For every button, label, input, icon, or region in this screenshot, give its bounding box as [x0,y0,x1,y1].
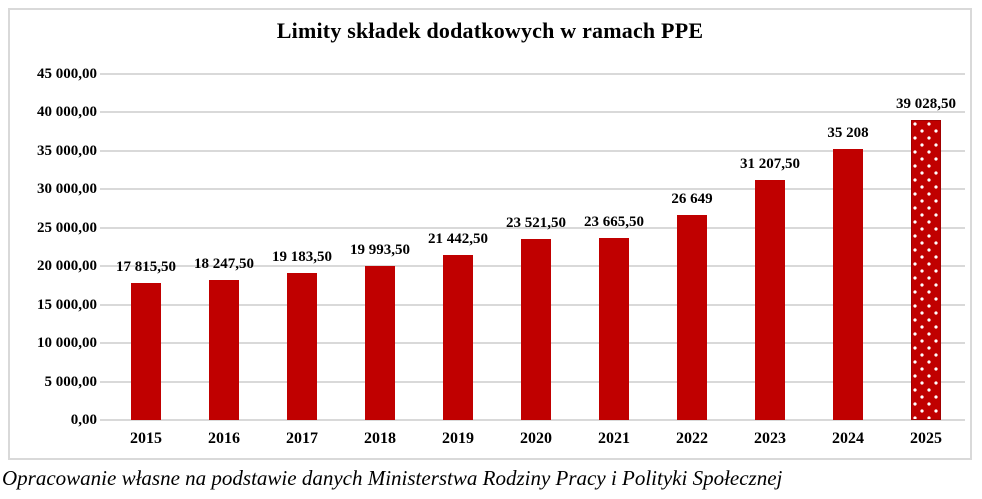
gridline [100,149,965,152]
bar-value-label: 21 442,50 [428,231,488,248]
bar-2020 [521,239,551,420]
bar-slot: 26 649 [653,74,731,420]
x-axis-tick-label: 2018 [364,430,396,447]
bar-value-label: 19 993,50 [350,242,410,259]
y-axis-tick-label: 25 000,00 [37,219,97,236]
bar-slot: 19 993,50 [341,74,419,420]
bar-2024 [833,149,863,420]
y-axis-tick-label: 20 000,00 [37,258,97,275]
bar-slot: 19 183,50 [263,74,341,420]
plot-area: 17 815,50 18 247,50 19 183,50 19 993,50 21 4… [100,73,965,421]
bar-slot: 39 028,50 [887,74,965,420]
y-axis-tick-label: 45 000,00 [37,66,97,82]
bar-2016 [209,279,239,420]
x-axis-tick-label: 2023 [754,430,786,447]
bar-2021 [599,238,629,420]
x-axis-tick-label: 2025 [910,430,942,447]
y-axis-tick-label: 0,00 [70,412,97,428]
bar-slot: 23 521,50 [497,74,575,420]
y-axis-tick-label: 40 000,00 [37,104,97,121]
bar-2017 [287,272,317,420]
x-axis-tick-label: 2020 [520,430,552,447]
x-axis-tick-label: 2024 [832,430,864,447]
chart-caption: Opracowanie własne na podstawie danych M… [2,466,783,490]
bar-slot: 18 247,50 [185,74,263,420]
chart-frame [8,8,972,460]
bar-slot: 21 442,50 [419,74,497,420]
chart-title: Limity składek dodatkowych w ramach PPE [276,18,704,43]
gridline [100,111,965,114]
gridline [100,419,965,421]
bar-slot: 35 208 [809,74,887,420]
bar-2019 [443,255,473,420]
x-axis-tick-label: 2022 [676,430,708,447]
bar-slot: 17 815,50 [107,74,185,420]
bar-value-label: 35 208 [827,125,869,142]
gridline [100,226,965,229]
y-axis-tick-label: 30 000,00 [37,181,97,198]
x-axis-tick-label: 2015 [130,430,162,447]
y-axis-tick-label: 5 000,00 [44,373,98,390]
bar-2022 [677,215,707,420]
bar-value-label: 31 207,50 [740,156,800,173]
x-axis-tick-label: 2021 [598,430,630,447]
bar-slot: 31 207,50 [731,74,809,420]
y-axis-tick-label: 15 000,00 [37,296,97,313]
bar-2018 [365,266,395,420]
bar-value-label: 23 521,50 [506,215,566,232]
x-axis-tick-label: 2016 [208,430,240,447]
bar-value-label: 39 028,50 [896,95,956,112]
bar-value-label: 18 247,50 [194,255,254,272]
bar-value-label: 17 815,50 [116,259,176,276]
bar-value-label: 26 649 [671,191,713,208]
gridline [100,188,965,191]
y-axis-tick-label: 10 000,00 [37,335,97,352]
x-axis-tick-label: 2019 [442,430,474,447]
bar-2023 [755,180,785,420]
gridline [100,73,965,75]
bar-slot: 23 665,50 [575,74,653,420]
x-axis-tick-label: 2017 [286,430,318,447]
bar-value-label: 19 183,50 [272,248,332,265]
y-axis-tick-label: 35 000,00 [37,142,97,159]
bar-2015 [131,283,161,420]
bar-value-label: 23 665,50 [584,214,644,231]
bar-2025 [911,119,941,420]
